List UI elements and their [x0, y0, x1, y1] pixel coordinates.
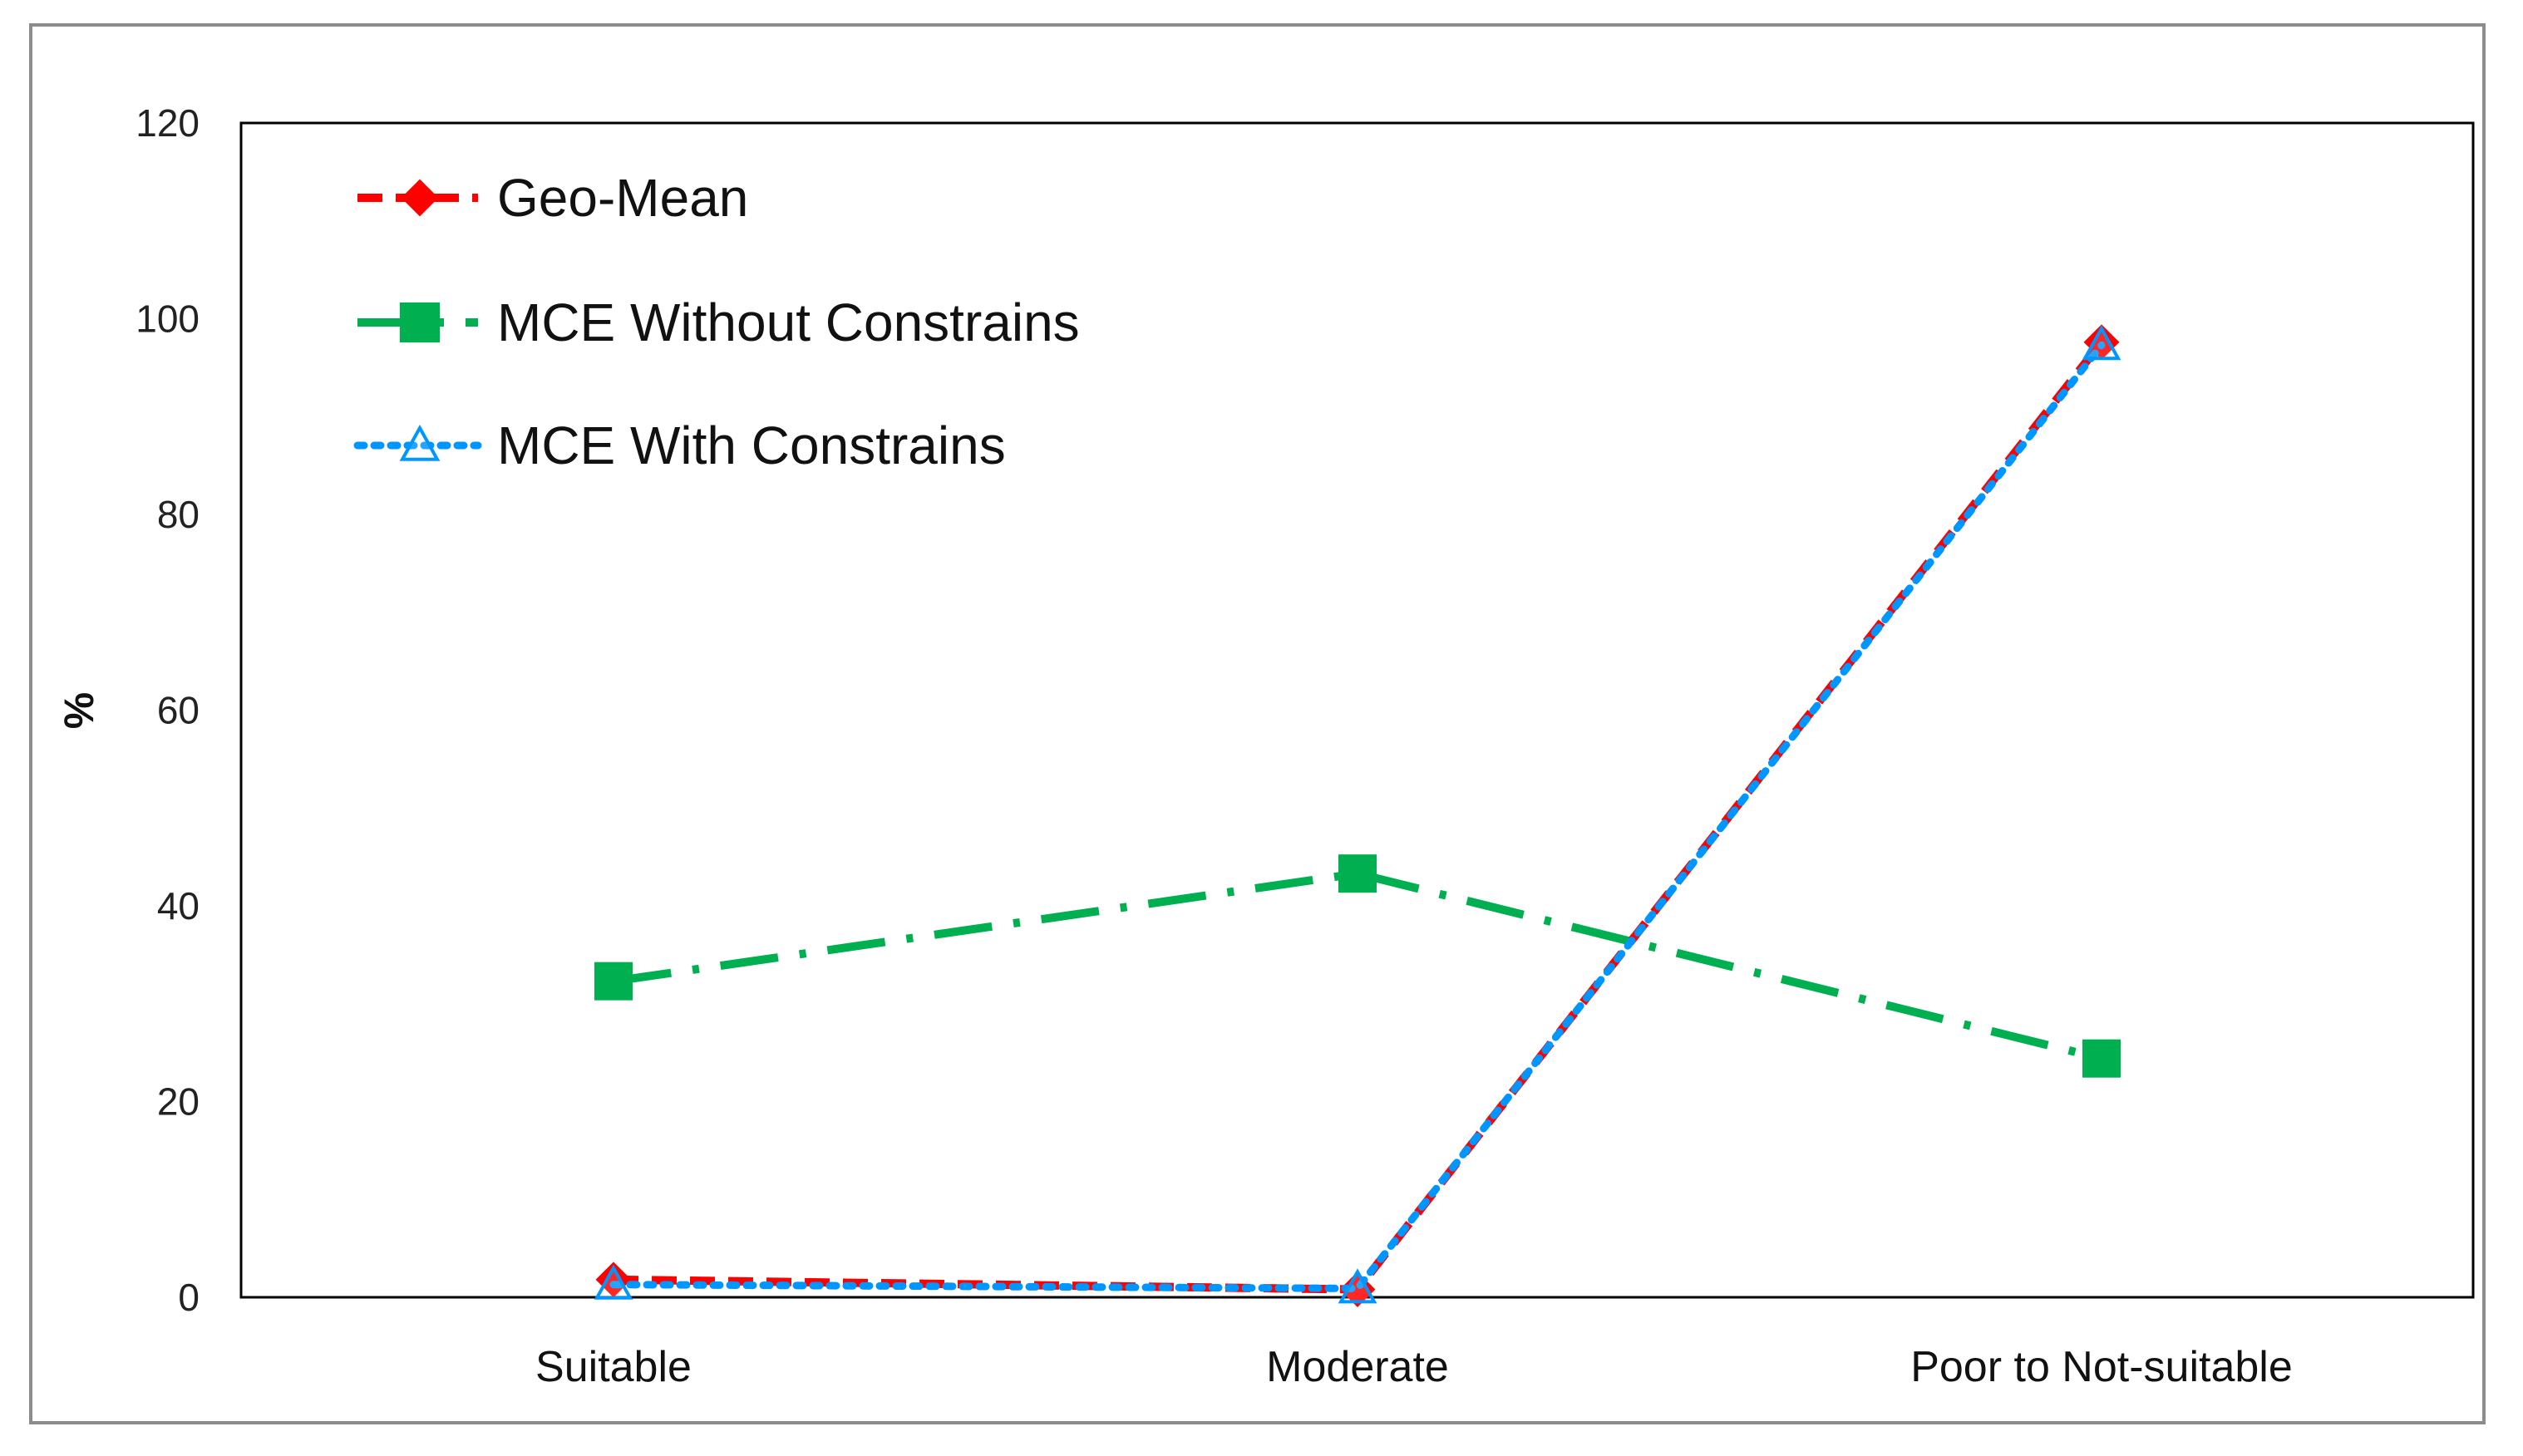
- data-point-marker: [2082, 325, 2121, 361]
- legend-label: MCE Without Constrains: [497, 293, 1080, 352]
- legend-label: Geo-Mean: [497, 168, 748, 228]
- series-line: [609, 341, 2106, 1292]
- legend-label: MCE With Constrains: [497, 416, 1006, 475]
- x-category-label: Suitable: [535, 1343, 692, 1391]
- plot-area: [239, 121, 2475, 1299]
- y-tick-label: 100: [136, 298, 200, 341]
- data-point-marker: [1338, 854, 1377, 893]
- y-tick-label: 60: [157, 689, 200, 732]
- data-point-marker: [1338, 1268, 1377, 1304]
- legend: Geo-Mean MCE Without Constrains MCE With C…: [353, 168, 1080, 475]
- y-tick-label: 40: [157, 884, 200, 927]
- y-tick-label: 20: [157, 1080, 200, 1124]
- series-line: [613, 869, 2103, 1063]
- legend-marker: [399, 302, 441, 343]
- x-category-label: Moderate: [1266, 1343, 1449, 1391]
- legend-item: MCE Without Constrains: [357, 293, 1080, 352]
- y-axis-ticks: 0 20 40 60 80 100 120: [136, 101, 200, 1319]
- y-tick-label: 0: [178, 1276, 200, 1319]
- series-3: [594, 325, 2121, 1304]
- y-tick-label: 80: [157, 493, 200, 536]
- y-tick-label: 120: [136, 101, 200, 145]
- data-point-marker: [2082, 1039, 2121, 1078]
- data-point-marker: [594, 962, 633, 1001]
- data-point-marker: [594, 1264, 633, 1300]
- legend-item: MCE With Constrains: [353, 416, 1006, 475]
- series-layer: [594, 324, 2121, 1307]
- y-axis-title: %: [56, 692, 102, 729]
- series-2: [594, 854, 2121, 1078]
- legend-marker: [401, 179, 439, 217]
- legend-marker: [399, 424, 441, 461]
- x-category-label: Poor to Not-suitable: [1910, 1343, 2293, 1391]
- x-axis-labels: Suitable Moderate Poor to Not-suitable: [535, 1343, 2293, 1391]
- legend-item: Geo-Mean: [357, 168, 748, 228]
